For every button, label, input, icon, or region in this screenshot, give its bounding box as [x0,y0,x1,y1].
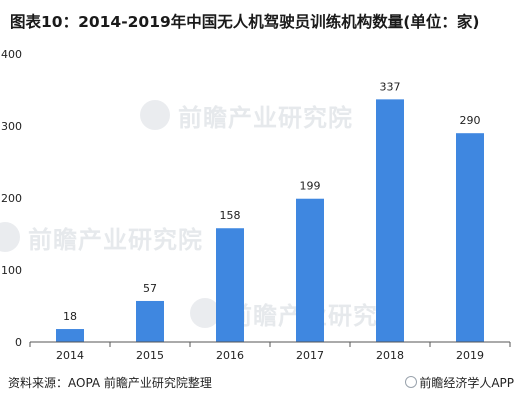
data-label-2015: 57 [143,282,157,295]
bar-2014 [56,329,84,342]
x-axis: 2014 2015 2016 2017 2018 2019 [29,341,511,362]
data-label-2017: 199 [300,180,321,193]
data-label-2014: 18 [63,310,77,323]
data-label-2019: 290 [460,114,481,127]
bars-group: 18 57 158 199 337 290 [56,80,484,342]
x-tick-label: 2015 [136,349,164,362]
y-tick-label: 200 [1,192,22,205]
x-tick-label: 2016 [216,349,244,362]
y-tick-label: 100 [1,264,22,277]
bar-2018 [376,99,404,342]
app-watermark-text: 前瞻经济学人APP [419,376,514,390]
data-label-2018: 337 [380,80,401,93]
bar-2015 [136,300,164,342]
x-tick-label: 2018 [376,349,404,362]
chart-title: 图表10：2014-2019年中国无人机驾驶员训练机构数量(单位：家) [10,13,480,31]
y-tick-label: 300 [1,120,22,133]
bar-2016 [216,228,244,342]
x-tick-label: 2017 [296,349,324,362]
bar-2019 [456,133,484,342]
app-logo-icon [405,376,418,388]
data-label-2016: 158 [220,209,241,222]
y-tick-label: 0 [15,336,22,349]
x-tick-label: 2014 [56,349,84,362]
x-tick-label: 2019 [456,349,484,362]
y-tick-label: 400 [1,48,22,61]
app-watermark: 前瞻经济学人APP [405,374,514,391]
source-note: 资料来源：AOPA 前瞻产业研究院整理 [8,376,212,390]
y-axis: 0 100 200 300 400 [1,48,22,349]
bar-2017 [296,198,324,342]
